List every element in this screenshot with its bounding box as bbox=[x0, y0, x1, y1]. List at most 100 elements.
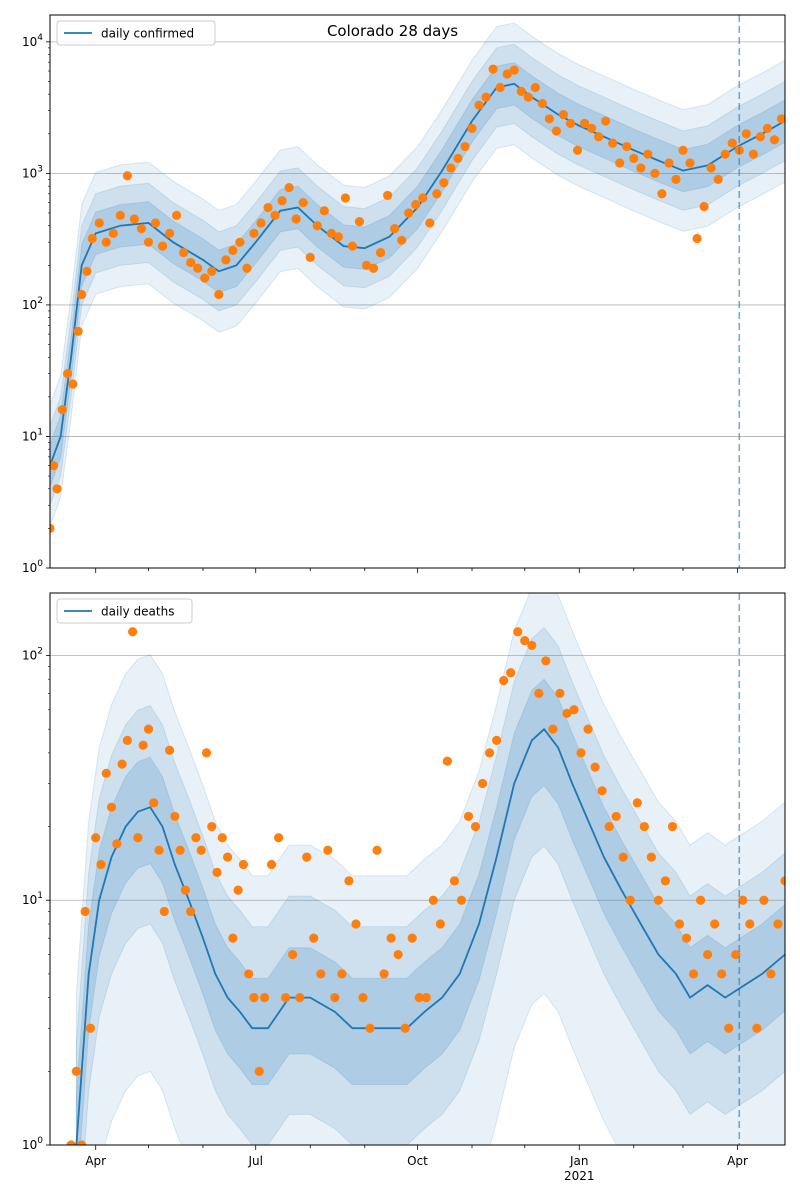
observed-point bbox=[340, 193, 351, 203]
observed-point bbox=[143, 237, 154, 247]
observed-point bbox=[149, 798, 159, 808]
observed-point bbox=[484, 748, 495, 758]
observed-point bbox=[446, 163, 456, 173]
observed-point bbox=[212, 867, 222, 877]
observed-point bbox=[516, 86, 526, 97]
observed-point bbox=[133, 833, 143, 843]
observed-point bbox=[400, 1023, 410, 1033]
observed-point bbox=[615, 158, 625, 168]
observed-point bbox=[73, 326, 83, 336]
observed-point bbox=[748, 149, 758, 159]
confidence-band bbox=[50, 62, 785, 488]
observed-point bbox=[601, 116, 611, 126]
observed-point bbox=[502, 69, 512, 79]
observed-point bbox=[414, 993, 424, 1003]
observed-point bbox=[625, 895, 635, 905]
observed-point bbox=[326, 228, 336, 238]
observed-point bbox=[309, 933, 319, 943]
observed-point bbox=[703, 949, 713, 960]
observed-point bbox=[200, 273, 210, 283]
observed-point bbox=[312, 221, 322, 231]
observed-point bbox=[150, 218, 161, 228]
observed-point bbox=[576, 748, 586, 758]
observed-point bbox=[541, 656, 551, 666]
observed-point bbox=[681, 933, 692, 943]
observed-point bbox=[611, 811, 621, 822]
observed-point bbox=[481, 92, 491, 102]
observed-point bbox=[291, 214, 301, 224]
observed-point bbox=[136, 224, 147, 234]
observed-point bbox=[85, 1023, 96, 1033]
observed-point bbox=[207, 821, 217, 832]
observed-point bbox=[513, 627, 523, 637]
observed-point bbox=[129, 214, 140, 224]
observed-point bbox=[664, 158, 674, 168]
observed-point bbox=[470, 821, 481, 832]
observed-point bbox=[68, 379, 78, 389]
observed-point bbox=[175, 845, 185, 855]
legend: daily confirmed bbox=[56, 20, 216, 46]
observed-point bbox=[361, 260, 372, 270]
observed-point bbox=[375, 247, 386, 258]
legend-label: daily confirmed bbox=[101, 27, 194, 41]
observed-point bbox=[632, 798, 642, 808]
observed-point bbox=[298, 197, 308, 208]
observed-point bbox=[354, 216, 365, 227]
observed-point bbox=[674, 919, 685, 929]
observed-point bbox=[77, 289, 87, 300]
observed-point bbox=[196, 845, 206, 855]
observed-point bbox=[344, 876, 354, 886]
observed-point bbox=[688, 969, 699, 979]
observed-point bbox=[157, 241, 168, 251]
observed-point bbox=[50, 523, 55, 534]
observed-point bbox=[435, 919, 445, 929]
observed-point bbox=[551, 126, 562, 136]
observed-point bbox=[759, 895, 769, 905]
observed-point bbox=[727, 138, 737, 148]
observed-point bbox=[404, 208, 414, 218]
observed-point bbox=[217, 833, 227, 843]
y-tick-label: 102 bbox=[22, 646, 43, 662]
observed-point bbox=[555, 688, 565, 698]
observed-point bbox=[214, 289, 224, 300]
observed-point bbox=[201, 748, 212, 758]
observed-point bbox=[154, 845, 164, 855]
observed-point bbox=[368, 263, 379, 273]
observed-point bbox=[667, 821, 678, 832]
observed-point bbox=[101, 237, 111, 247]
observed-point bbox=[270, 210, 280, 220]
observed-point bbox=[425, 218, 435, 228]
observed-point bbox=[492, 735, 502, 745]
observed-point bbox=[706, 163, 716, 173]
observed-point bbox=[277, 196, 287, 206]
observed-point bbox=[238, 859, 249, 870]
x-tick-label: Oct bbox=[407, 1154, 428, 1168]
observed-point bbox=[295, 993, 305, 1003]
observed-point bbox=[586, 123, 597, 133]
observed-point bbox=[91, 833, 101, 843]
x-tick-label: Jul bbox=[247, 1154, 262, 1168]
observed-point bbox=[720, 149, 730, 159]
observed-point bbox=[96, 859, 106, 870]
observed-point bbox=[233, 885, 243, 895]
observed-point bbox=[724, 1023, 734, 1033]
observed-point bbox=[685, 158, 695, 168]
observed-point bbox=[650, 168, 660, 178]
observed-point bbox=[766, 969, 776, 979]
legend-box bbox=[56, 20, 216, 46]
observed-point bbox=[477, 778, 488, 789]
observed-point bbox=[108, 228, 118, 238]
observed-point bbox=[319, 206, 329, 216]
observed-point bbox=[259, 993, 270, 1003]
confidence-band bbox=[75, 593, 785, 1145]
observed-point bbox=[660, 876, 671, 886]
observed-point bbox=[530, 82, 540, 93]
plot-area bbox=[50, 593, 785, 1145]
observed-point bbox=[365, 1023, 375, 1033]
observed-point bbox=[520, 636, 530, 646]
observed-point bbox=[386, 933, 396, 943]
y-tick-label: 101 bbox=[22, 427, 43, 443]
observed-point bbox=[572, 145, 583, 155]
chart-title: Colorado 28 days bbox=[327, 22, 458, 40]
observed-point bbox=[221, 255, 231, 265]
